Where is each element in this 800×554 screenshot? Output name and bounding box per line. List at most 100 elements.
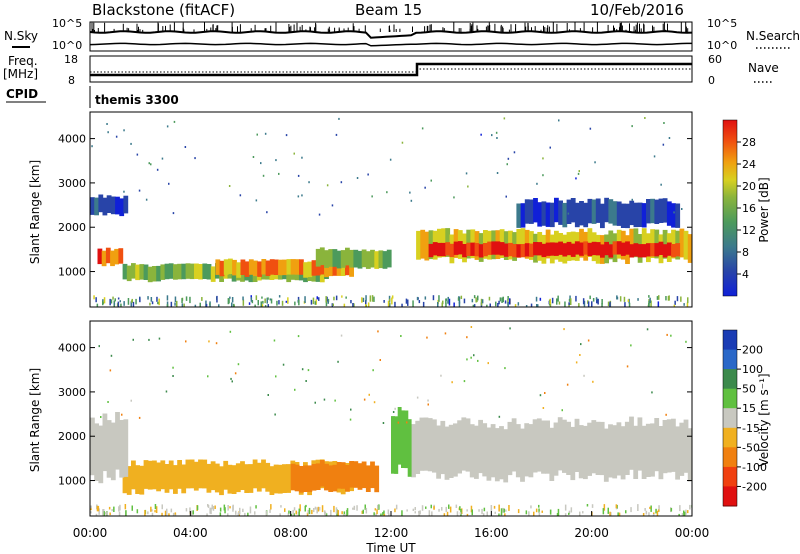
- ground-scatter: [150, 297, 153, 302]
- scatter-dot: [275, 375, 277, 378]
- data-cell: [231, 465, 237, 494]
- colorbar-tick-label: 8: [742, 246, 749, 259]
- data-cell: [282, 259, 288, 276]
- scatter-dot: [326, 184, 329, 187]
- scatter-dot: [587, 339, 590, 342]
- data-cell: [303, 262, 308, 278]
- ground-scatter: [362, 297, 365, 302]
- ground-scatter: [97, 505, 100, 512]
- ground-scatter: [264, 305, 267, 307]
- ground-scatter: [255, 295, 258, 301]
- data-cell: [119, 420, 125, 478]
- freq-panel: [89, 55, 693, 83]
- ground-scatter: [658, 505, 660, 512]
- nave-tick-top: 60: [708, 53, 722, 66]
- ground-scatter: [509, 298, 511, 305]
- ground-scatter: [514, 304, 517, 307]
- ground-scatter: [356, 505, 358, 511]
- ground-scatter: [473, 295, 476, 299]
- ground-scatter: [556, 513, 559, 516]
- ground-scatter: [325, 296, 327, 303]
- scatter-dot: [239, 194, 242, 197]
- scatter-dot: [495, 131, 498, 134]
- data-cell: [131, 263, 136, 279]
- power-ylabel: Slant Range [km]: [28, 160, 42, 264]
- ground-scatter: [500, 508, 503, 516]
- ground-scatter: [470, 505, 473, 513]
- data-cell: [185, 459, 191, 489]
- ground-scatter: [418, 512, 420, 516]
- scatter-dot: [168, 182, 170, 185]
- data-cell: [361, 461, 367, 489]
- velocity-colorbar: [722, 329, 738, 507]
- ground-scatter: [533, 511, 535, 516]
- ground-scatter: [683, 303, 685, 306]
- ground-scatter: [117, 301, 120, 307]
- ground-scatter: [365, 300, 367, 305]
- scatter-dot: [130, 399, 132, 402]
- data-cell: [278, 259, 283, 276]
- ground-scatter: [595, 297, 598, 301]
- ground-scatter: [502, 507, 504, 513]
- data-cell: [177, 460, 182, 489]
- ground-scatter: [428, 510, 431, 516]
- data-cell: [549, 202, 555, 228]
- data-cell: [541, 420, 546, 474]
- ground-scatter: [158, 298, 160, 306]
- ground-scatter: [276, 300, 278, 306]
- data-cell: [139, 465, 145, 495]
- scatter-dot: [215, 342, 218, 345]
- data-cell: [574, 418, 580, 472]
- ground-scatter: [607, 507, 609, 514]
- ground-scatter: [481, 299, 484, 304]
- data-cell: [524, 199, 530, 224]
- data-cell: [123, 419, 129, 477]
- ground-scatter: [425, 506, 427, 509]
- scatter-dot: [293, 152, 295, 155]
- scatter-dot: [416, 396, 419, 399]
- ground-scatter: [352, 303, 354, 307]
- ground-scatter: [431, 511, 433, 516]
- scatter-dot: [301, 156, 303, 159]
- data-cell: [545, 202, 551, 227]
- data-cell: [374, 465, 380, 493]
- ground-scatter: [557, 295, 559, 302]
- ground-scatter: [443, 513, 446, 516]
- ground-scatter: [190, 510, 193, 516]
- ground-scatter: [154, 504, 157, 510]
- scatter-dot: [496, 137, 498, 139]
- ground-scatter: [155, 506, 158, 513]
- ground-scatter: [652, 514, 655, 516]
- velocity-colorbar-label: Velocity [m s⁻¹]: [757, 373, 771, 466]
- scatter-dot: [470, 326, 473, 328]
- data-cell: [290, 463, 296, 491]
- data-cell: [206, 264, 212, 280]
- y-tick-label: 4000: [58, 342, 86, 355]
- data-cell: [261, 259, 267, 275]
- scatter-dot: [444, 332, 447, 335]
- scatter-dot: [394, 407, 396, 410]
- ground-scatter: [118, 506, 120, 512]
- ground-scatter: [326, 296, 328, 302]
- ground-scatter: [401, 510, 403, 516]
- ground-scatter: [373, 296, 375, 302]
- ground-scatter: [575, 295, 577, 302]
- data-cell: [265, 260, 271, 276]
- colorbar-block: [723, 330, 737, 351]
- scatter-dot: [644, 117, 646, 119]
- scatter-dot: [156, 168, 159, 171]
- ground-scatter: [132, 301, 135, 307]
- ground-scatter: [673, 304, 676, 307]
- data-cell: [94, 197, 99, 216]
- ground-scatter: [578, 303, 580, 307]
- scatter-dot: [230, 377, 232, 380]
- ground-scatter: [108, 506, 111, 510]
- ground-scatter: [525, 305, 528, 307]
- data-cell: [616, 201, 622, 226]
- data-cell: [553, 422, 559, 476]
- data-cell: [307, 261, 313, 278]
- power-colorbar-label: Power [dB]: [757, 177, 771, 242]
- scatter-dot: [477, 359, 479, 362]
- ground-scatter: [209, 303, 211, 306]
- ground-scatter: [278, 295, 281, 298]
